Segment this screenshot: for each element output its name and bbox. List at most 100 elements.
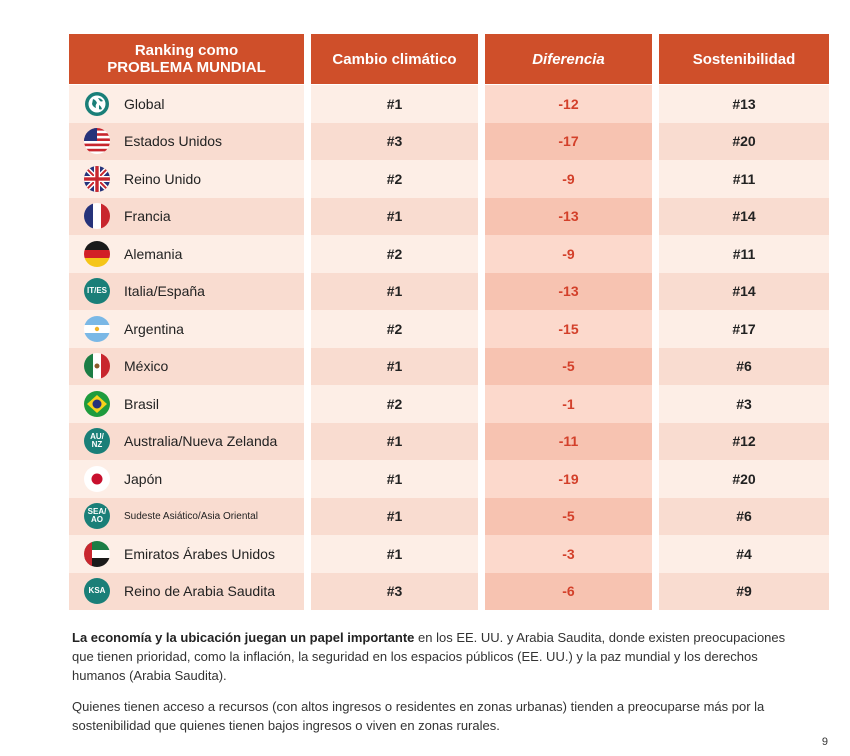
uae-flag-icon	[84, 540, 110, 567]
japan-flag-icon	[84, 465, 110, 492]
country-cell: Estados Unidos	[69, 122, 304, 160]
ranking-table: Ranking como PROBLEMA MUNDIAL Cambio cli…	[69, 34, 829, 610]
table-header-row: Ranking como PROBLEMA MUNDIAL Cambio cli…	[69, 34, 829, 84]
us-flag-icon	[84, 128, 110, 155]
climate-change-rank: #2	[311, 385, 478, 423]
country-cell: México	[69, 347, 304, 385]
country-cell: KSA Reino de Arabia Saudita	[69, 572, 304, 610]
ksa-badge-icon: KSA	[84, 578, 110, 605]
country-cell: SEA/AO Sudeste Asiático/Asia Oriental	[69, 497, 304, 535]
au-nz-badge-icon: AU/NZ	[84, 428, 110, 455]
notes: La economía y la ubicación juegan un pap…	[72, 628, 792, 747]
table-row: KSA Reino de Arabia Saudita #3 -6 #9	[69, 572, 829, 610]
climate-change-rank: #2	[311, 310, 478, 348]
note-paragraph-1: La economía y la ubicación juegan un pap…	[72, 628, 792, 685]
country-name: Japón	[124, 470, 163, 487]
sustainability-rank: #20	[659, 122, 829, 160]
table-row: Emiratos Árabes Unidos #1 -3 #4	[69, 535, 829, 573]
country-name: Australia/Nueva Zelanda	[124, 433, 278, 450]
germany-flag-icon	[84, 240, 110, 267]
climate-change-rank: #2	[311, 160, 478, 198]
climate-change-rank: #2	[311, 235, 478, 273]
sustainability-rank: #12	[659, 422, 829, 460]
header-ranking-line2: PROBLEMA MUNDIAL	[107, 59, 266, 76]
climate-change-rank: #1	[311, 497, 478, 535]
difference-value: -13	[485, 272, 652, 310]
country-name: Francia	[124, 208, 171, 225]
country-name: Estados Unidos	[124, 133, 223, 150]
country-name: Reino de Arabia Saudita	[124, 583, 275, 600]
header-ranking-line1: Ranking como	[134, 42, 239, 59]
difference-value: -5	[485, 497, 652, 535]
brazil-flag-icon	[84, 390, 110, 417]
table-row: IT/ES Italia/España #1 -13 #14	[69, 272, 829, 310]
difference-value: -3	[485, 535, 652, 573]
sustainability-rank: #13	[659, 85, 829, 123]
country-name: Global	[124, 95, 165, 112]
difference-value: -13	[485, 197, 652, 235]
france-flag-icon	[84, 203, 110, 230]
climate-change-rank: #1	[311, 197, 478, 235]
table-row: Reino Unido #2 -9 #11	[69, 160, 829, 198]
it-es-badge-icon: IT/ES	[84, 278, 110, 305]
sustainability-rank: #6	[659, 497, 829, 535]
climate-change-rank: #3	[311, 572, 478, 610]
table-row: Argentina #2 -15 #17	[69, 310, 829, 348]
difference-value: -9	[485, 235, 652, 273]
sustainability-rank: #11	[659, 235, 829, 273]
header-climate-change: Cambio climático	[311, 34, 478, 84]
mexico-flag-icon	[84, 353, 110, 380]
sustainability-rank: #3	[659, 385, 829, 423]
page-number: 9	[821, 736, 828, 748]
table-row: Estados Unidos #3 -17 #20	[69, 122, 829, 160]
climate-change-rank: #1	[311, 535, 478, 573]
climate-change-rank: #1	[311, 422, 478, 460]
globe-icon	[84, 91, 110, 117]
table-row: Japón #1 -19 #20	[69, 460, 829, 498]
climate-change-rank: #1	[311, 460, 478, 498]
sea-ao-badge-icon: SEA/AO	[84, 503, 110, 530]
country-cell: Brasil	[69, 385, 304, 423]
country-name: Argentina	[124, 320, 184, 337]
header-difference: Diferencia	[485, 34, 652, 84]
sustainability-rank: #9	[659, 572, 829, 610]
sustainability-rank: #6	[659, 347, 829, 385]
country-cell: Francia	[69, 197, 304, 235]
climate-change-rank: #1	[311, 272, 478, 310]
country-cell: Reino Unido	[69, 160, 304, 198]
difference-value: -5	[485, 347, 652, 385]
climate-change-rank: #1	[311, 85, 478, 123]
country-cell: Argentina	[69, 310, 304, 348]
header-difference-label: Diferencia	[532, 50, 605, 68]
note-1-text: en los EE. UU. y Arabia Saudita, donde e…	[72, 630, 786, 683]
sustainability-rank: #17	[659, 310, 829, 348]
country-cell: Global	[69, 85, 304, 123]
country-cell: AU/NZ Australia/Nueva Zelanda	[69, 422, 304, 460]
sustainability-rank: #14	[659, 197, 829, 235]
difference-value: -6	[485, 572, 652, 610]
header-ranking: Ranking como PROBLEMA MUNDIAL	[69, 34, 304, 84]
sustainability-rank: #20	[659, 460, 829, 498]
country-name: Reino Unido	[124, 170, 202, 187]
table-row: México #1 -5 #6	[69, 347, 829, 385]
difference-value: -9	[485, 160, 652, 198]
table-row: Global #1 -12 #13	[69, 85, 829, 123]
country-name: Brasil	[124, 395, 160, 412]
argentina-flag-icon	[84, 315, 110, 342]
sustainability-rank: #14	[659, 272, 829, 310]
country-cell: Alemania	[69, 235, 304, 273]
table-body: Global #1 -12 #13 Estados Unidos #3 -17 #20 Rein…	[69, 85, 829, 610]
climate-change-rank: #1	[311, 347, 478, 385]
difference-value: -15	[485, 310, 652, 348]
country-name: Alemania	[124, 245, 183, 262]
difference-value: -17	[485, 122, 652, 160]
climate-change-rank: #3	[311, 122, 478, 160]
note-paragraph-2: Quienes tienen acceso a recursos (con al…	[72, 699, 765, 733]
difference-value: -11	[485, 422, 652, 460]
country-name: Emiratos Árabes Unidos	[124, 545, 275, 562]
sustainability-rank: #11	[659, 160, 829, 198]
country-name: Sudeste Asiático/Asia Oriental	[124, 510, 258, 522]
sustainability-rank: #4	[659, 535, 829, 573]
difference-value: -19	[485, 460, 652, 498]
country-cell: Japón	[69, 460, 304, 498]
